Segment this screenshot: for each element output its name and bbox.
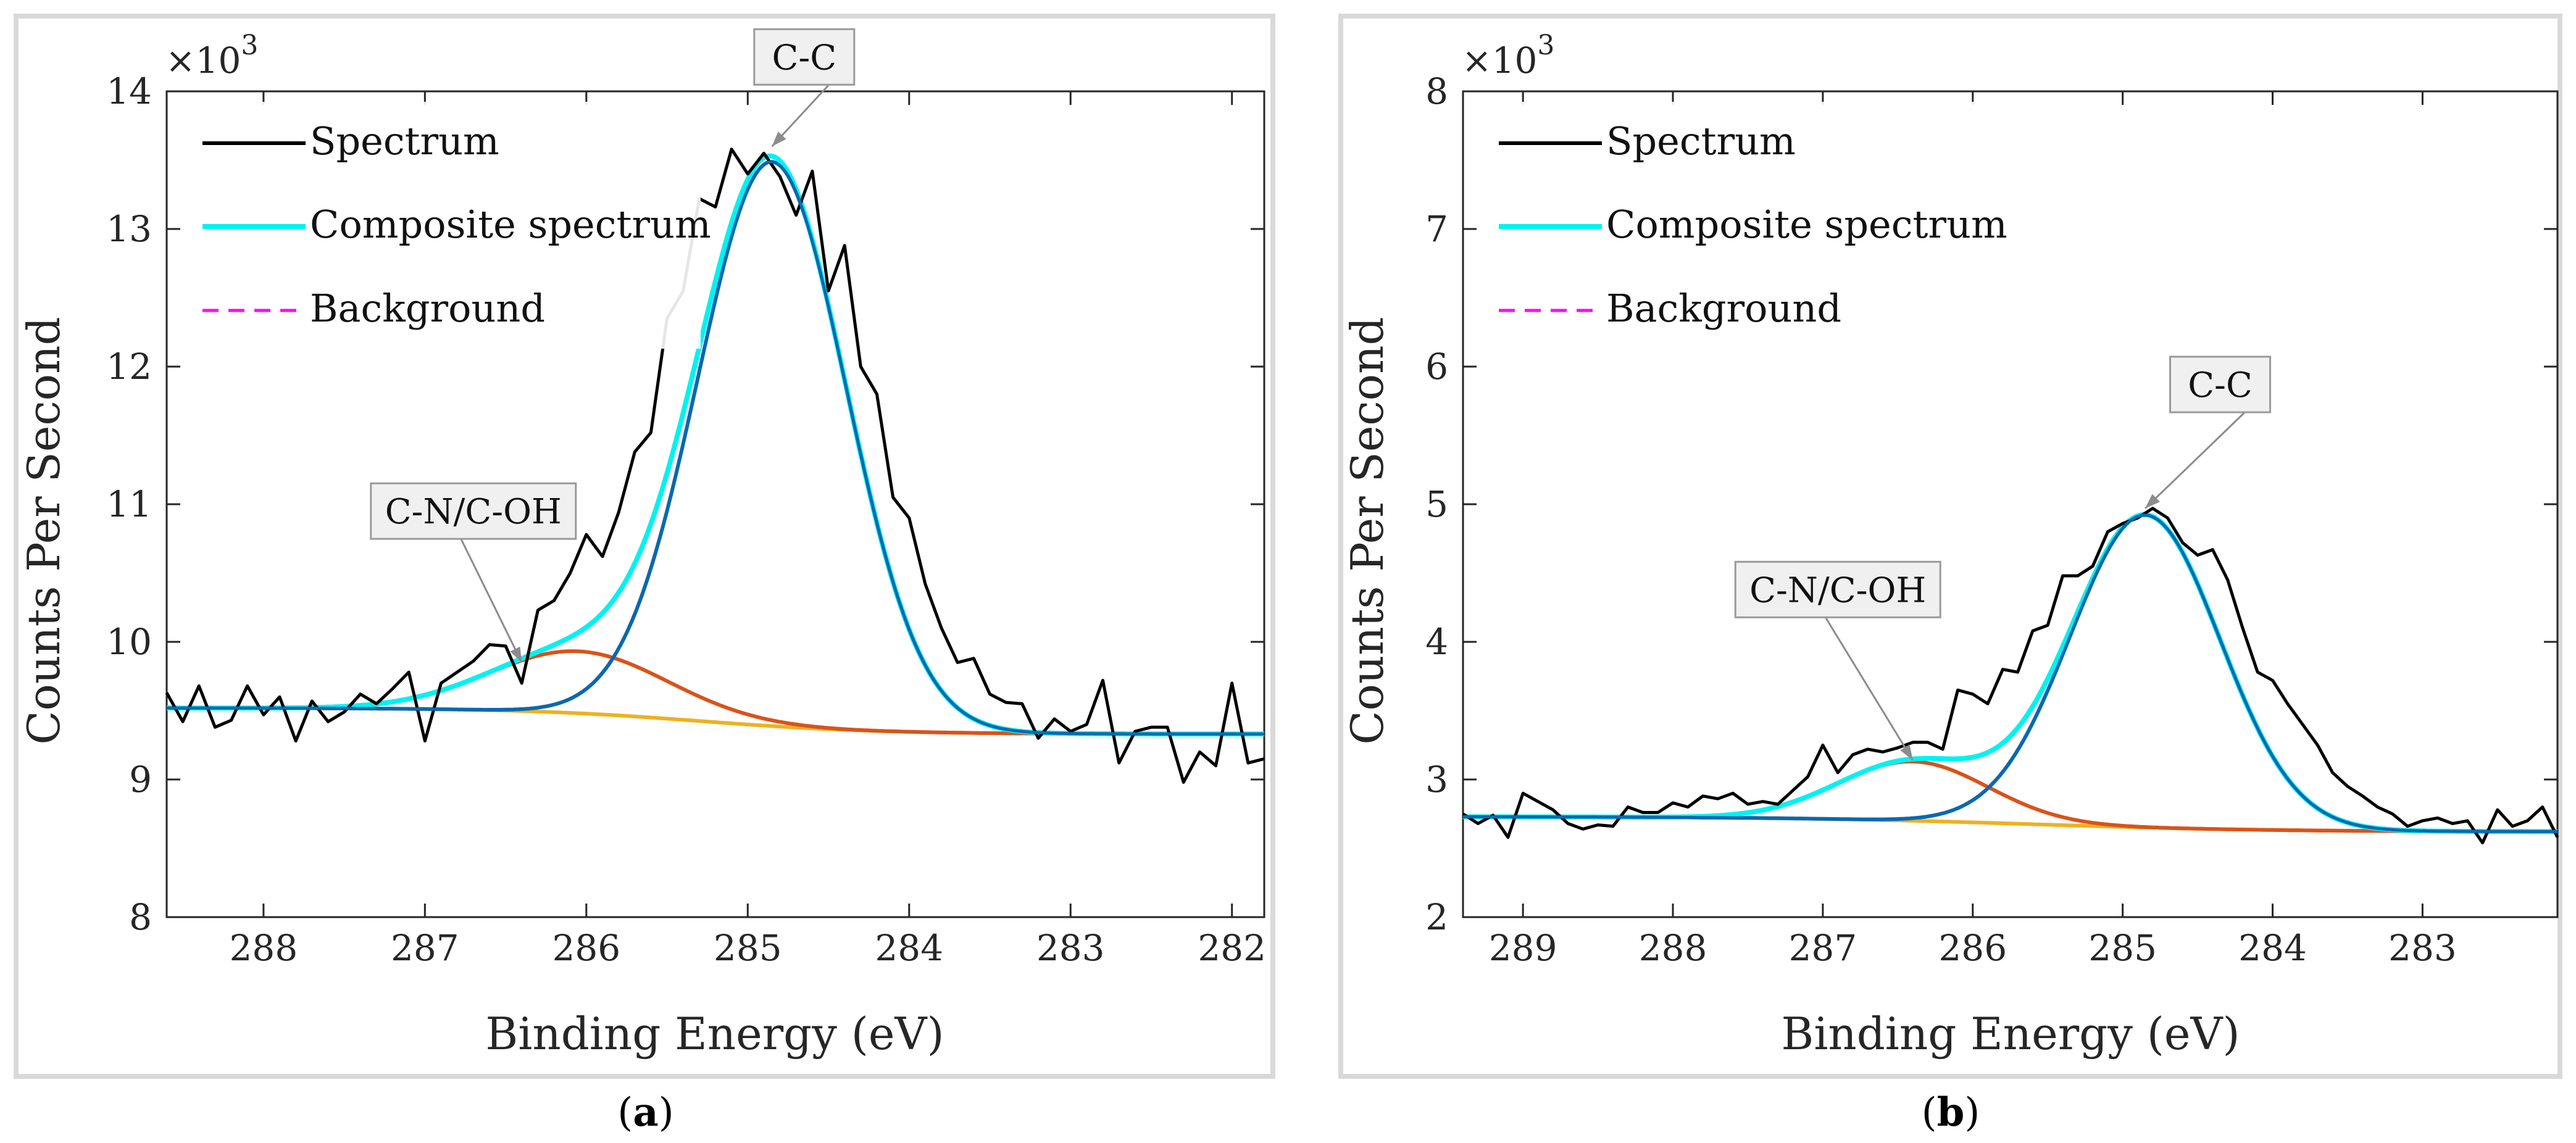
caption-a: (a) [617, 1089, 673, 1136]
caption-a-open: ( [617, 1090, 633, 1136]
x-tick-label: 283 [1036, 927, 1105, 969]
annotation-box [370, 482, 577, 540]
y-tick-label: 11 [106, 483, 152, 525]
annotation-label: C-C [772, 38, 836, 78]
y-multiplier-base: ×10 [165, 39, 241, 81]
caption-b-letter: b [1937, 1089, 1965, 1136]
y-tick-label: 9 [129, 759, 152, 800]
y-multiplier-exp: 3 [241, 30, 258, 61]
panel-b: 289 288 287 286 285 284 2832345678C-CC-N/C-OH … [1338, 14, 2562, 1079]
y-multiplier: ×103 [165, 30, 258, 81]
x-tick-label: 286 [1938, 927, 2007, 969]
annotation-label: C-C [2188, 365, 2253, 405]
y-tick-label: 7 [1425, 208, 1448, 250]
annotation-arrowhead [510, 646, 522, 663]
series-spectrum [1462, 507, 2559, 845]
panel-b-marks: 289 288 287 286 285 284 283 2 3 4 5 6 7 8 C-C C-N/C-OH [1425, 70, 2559, 969]
legend-label-background: Background [310, 286, 545, 331]
caption-b: (b) [1922, 1089, 1980, 1136]
y-axis-label: Counts Per Second [1341, 317, 1393, 744]
annotation-arrow [2145, 411, 2246, 509]
y-tick-label: 5 [1425, 483, 1448, 525]
annotation-box [1734, 560, 1941, 618]
panel-a-marks: 288 287 286 285 284 283 282 8 9 10 11 12 13 14 C-C C-N/… [106, 28, 1266, 969]
series-spectrum [165, 148, 1265, 784]
legend-label-spectrum: Spectrum [1606, 118, 1796, 164]
x-tick-label: 283 [2388, 927, 2457, 969]
y-tick-label: 2 [1425, 896, 1448, 938]
y-tick-label: 12 [106, 346, 152, 388]
y-tick-label: 4 [1425, 621, 1448, 663]
x-tick-label: 288 [1639, 927, 1707, 969]
y-tick-label: 8 [129, 896, 152, 938]
caption-b-open: ( [1922, 1090, 1937, 1136]
panel-a-legend: Spectrum Composite spectrum Background [182, 102, 711, 349]
x-tick-label: 284 [2238, 927, 2307, 969]
annotation-arrowhead [1900, 744, 1913, 760]
series-peak-cc-overlay [1463, 513, 2557, 833]
y-multiplier-base: ×10 [1462, 39, 1537, 81]
x-axis-label: Binding Energy (eV) [1781, 1008, 2240, 1060]
caption-a-close: ) [659, 1090, 674, 1136]
x-tick-label: 286 [552, 927, 620, 969]
x-tick-label: 287 [391, 927, 459, 969]
annotation-label: C-N/C-OH [1749, 570, 1926, 610]
y-tick-label: 6 [1425, 346, 1448, 388]
y-multiplier: ×103 [1462, 30, 1554, 81]
annotation-box [753, 28, 856, 86]
x-tick-label: 288 [230, 927, 298, 969]
y-tick-label: 10 [106, 621, 152, 663]
legend-label-spectrum: Spectrum [310, 118, 499, 164]
y-tick-label: 3 [1425, 759, 1448, 800]
x-tick-label: 289 [1489, 927, 1557, 969]
y-tick-label: 8 [1425, 70, 1448, 112]
annotation-arrow [460, 538, 523, 663]
legend-label-composite: Composite spectrum [310, 202, 711, 247]
y-tick-label: 13 [106, 208, 152, 250]
annotation-box [2169, 355, 2272, 414]
x-tick-label: 285 [714, 927, 782, 969]
x-tick-label: 282 [1198, 927, 1266, 969]
legend-label-background: Background [1606, 286, 1841, 331]
x-tick-label: 284 [875, 927, 943, 969]
y-tick-label: 14 [106, 70, 152, 112]
y-multiplier-exp: 3 [1537, 30, 1554, 61]
x-tick-label: 287 [1789, 927, 1857, 969]
series-peak-cc-overlay [167, 160, 1264, 736]
legend-label-composite: Composite spectrum [1606, 202, 2007, 247]
x-axis-label: Binding Energy (eV) [485, 1008, 944, 1060]
panel-a: 288 287 286 285 284 283 282 8 9 10 11 12 13 14 C-C C-N/… [14, 14, 1275, 1079]
annotation-arrowhead [772, 131, 786, 147]
annotation-arrowhead [2145, 494, 2160, 509]
annotation-label: C-N/C-OH [385, 492, 562, 532]
panel-b-legend: Spectrum Composite spectrum Background [1482, 102, 2012, 349]
x-tick-label: 285 [2088, 927, 2157, 969]
y-axis-label: Counts Per Second [18, 317, 70, 744]
caption-b-close: ) [1964, 1090, 1980, 1136]
caption-a-letter: a [633, 1089, 658, 1136]
annotation-arrow [1824, 617, 1914, 761]
